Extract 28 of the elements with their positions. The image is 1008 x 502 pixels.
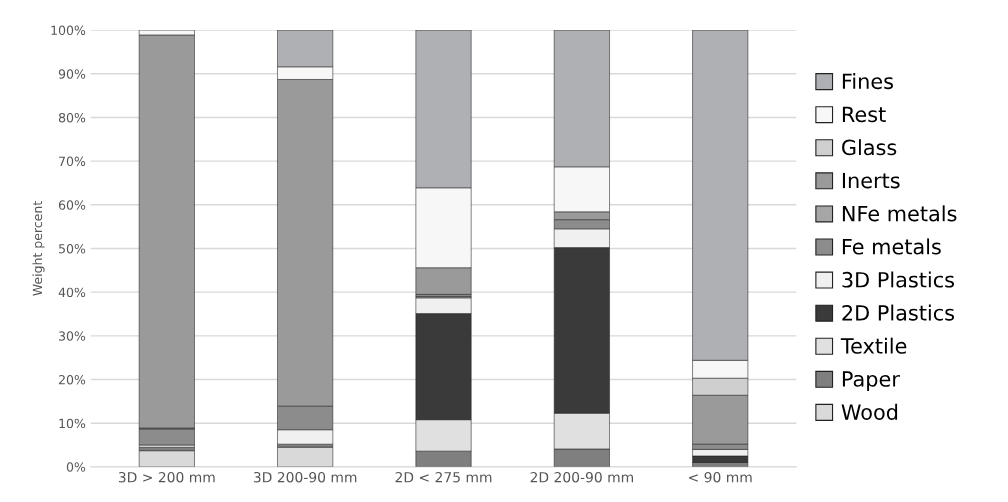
y-tick-label: 70% — [59, 156, 86, 167]
x-tick-label: < 90 mm — [689, 471, 752, 483]
legend-label: NFe metals — [842, 205, 957, 222]
legend-label: Rest — [842, 106, 886, 123]
x-tick-label: 3D > 200 mm — [118, 471, 215, 483]
y-tick-label: 60% — [58, 200, 86, 210]
legend-label: Wood — [841, 403, 898, 420]
y-tick-label: 50% — [59, 243, 86, 254]
y-tick-label: 80% — [58, 112, 86, 123]
y-axis-title: Weight percent — [32, 201, 45, 296]
y-tick-label: 90% — [58, 69, 86, 79]
x-tick-label: 3D 200-90 mm — [253, 471, 357, 483]
x-tick-label: 2D 200-90 mm — [530, 471, 633, 483]
legend-label: Inerts — [842, 172, 900, 189]
legend-label: Glass — [842, 139, 897, 156]
legend-label: 3D Plastics — [842, 271, 955, 288]
legend-label: Fe metals — [842, 238, 941, 255]
legend-label: Textile — [840, 337, 907, 354]
y-tick-label: 30% — [59, 331, 86, 341]
y-tick-label: 20% — [58, 374, 86, 385]
x-tick-label: 2D < 275 mm — [395, 471, 492, 483]
legend-label: Paper — [842, 371, 900, 391]
y-tick-label: 40% — [58, 287, 86, 298]
y-tick-label: 10% — [59, 418, 86, 429]
y-tick-label: 100% — [51, 25, 86, 36]
legend-label: 2D Plastics — [842, 304, 955, 321]
y-tick-label: 0% — [66, 462, 86, 472]
legend-label: Fines — [842, 73, 893, 90]
